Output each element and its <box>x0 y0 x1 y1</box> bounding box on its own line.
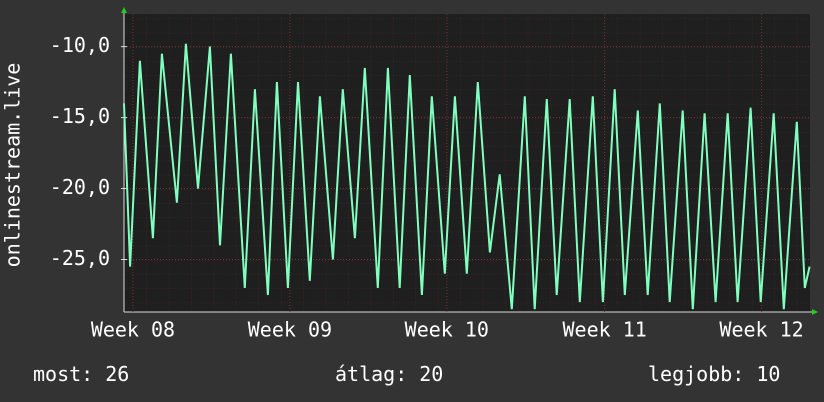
y-tick-label: -10,0 <box>50 33 110 57</box>
y-tick-label: -20,0 <box>50 175 110 199</box>
stat-label: most: <box>33 362 93 386</box>
stat-value: 10 <box>756 362 780 386</box>
stat-label: átlag: <box>335 362 407 386</box>
y-tick-label: -15,0 <box>50 104 110 128</box>
stat: most: 26 <box>33 362 129 386</box>
stat-label: legjobb: <box>648 362 744 386</box>
x-tick-label: Week 11 <box>562 318 646 342</box>
y-axis-label: onlinestream.live <box>1 63 25 268</box>
stat-value: 26 <box>105 362 129 386</box>
legend: most: 26 átlag: 20 legjobb: 10 <box>33 362 780 386</box>
stat: átlag: 20 <box>335 362 443 386</box>
x-tick-label: Week 09 <box>248 318 332 342</box>
x-tick-label: Week 10 <box>405 318 489 342</box>
line-series <box>123 43 811 310</box>
x-tick-label: Week 08 <box>91 318 175 342</box>
stat: legjobb: 10 <box>648 362 780 386</box>
stat-value: 20 <box>419 362 443 386</box>
y-tick-label: -25,0 <box>50 246 110 270</box>
x-tick-label: Week 12 <box>719 318 803 342</box>
y-axis-arrow <box>121 7 127 13</box>
x-axis-arrow <box>812 309 818 315</box>
